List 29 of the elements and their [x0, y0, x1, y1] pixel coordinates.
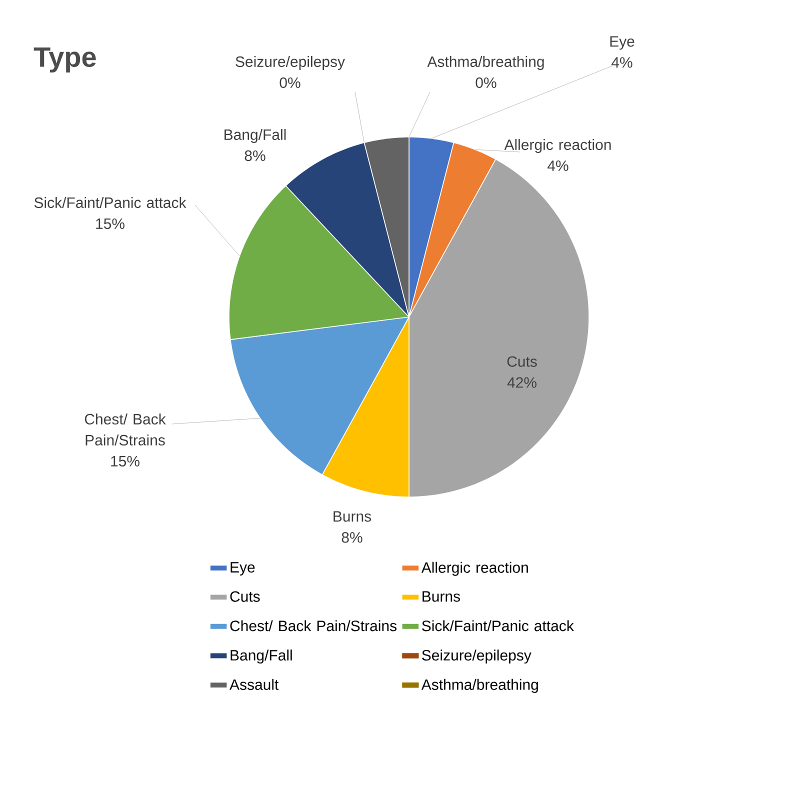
data-label: 8%	[244, 150, 266, 161]
category-label: Seizure/epilepsy	[236, 56, 345, 70]
data-label: 8%	[342, 532, 362, 543]
slice-label: Sick/Faint/Panic attack	[34, 196, 186, 208]
legend-label: Asthma/breathing	[421, 678, 538, 693]
slice-label: Chest/ Back Pain/Strains	[84, 413, 166, 446]
slice-label: Eye	[610, 36, 634, 50]
legend-label: Seizure/epilepsy	[422, 650, 532, 664]
legend-label: Bang/Fall	[230, 650, 292, 664]
slice-label: Bang/Fall	[224, 128, 286, 143]
text: 0%	[280, 77, 300, 88]
category-label: Asthma/breathing	[427, 56, 544, 70]
slice-label: Allergic reaction	[504, 139, 611, 153]
data-label: 42%	[507, 377, 536, 388]
legend-label: Allergic reaction	[421, 562, 528, 576]
chart-title: Type	[34, 47, 96, 73]
data-label: 15%	[111, 456, 140, 466]
slice-label: Cuts	[507, 356, 537, 367]
legend-label: Eye	[230, 562, 255, 576]
data-label: 4%	[548, 160, 568, 171]
legend-label: Assault	[230, 678, 279, 690]
legend-label: Sick/Faint/Panic attack	[422, 620, 574, 632]
data-label: 15%	[96, 218, 124, 229]
data-label: 4%	[612, 57, 632, 68]
legend-label: Burns	[422, 591, 460, 602]
legend-label: Chest/ Back Pain/Strains	[230, 620, 396, 632]
slice-label: Burns	[334, 511, 372, 522]
text: 0%	[476, 77, 496, 88]
legend-label: Cuts	[230, 591, 260, 602]
